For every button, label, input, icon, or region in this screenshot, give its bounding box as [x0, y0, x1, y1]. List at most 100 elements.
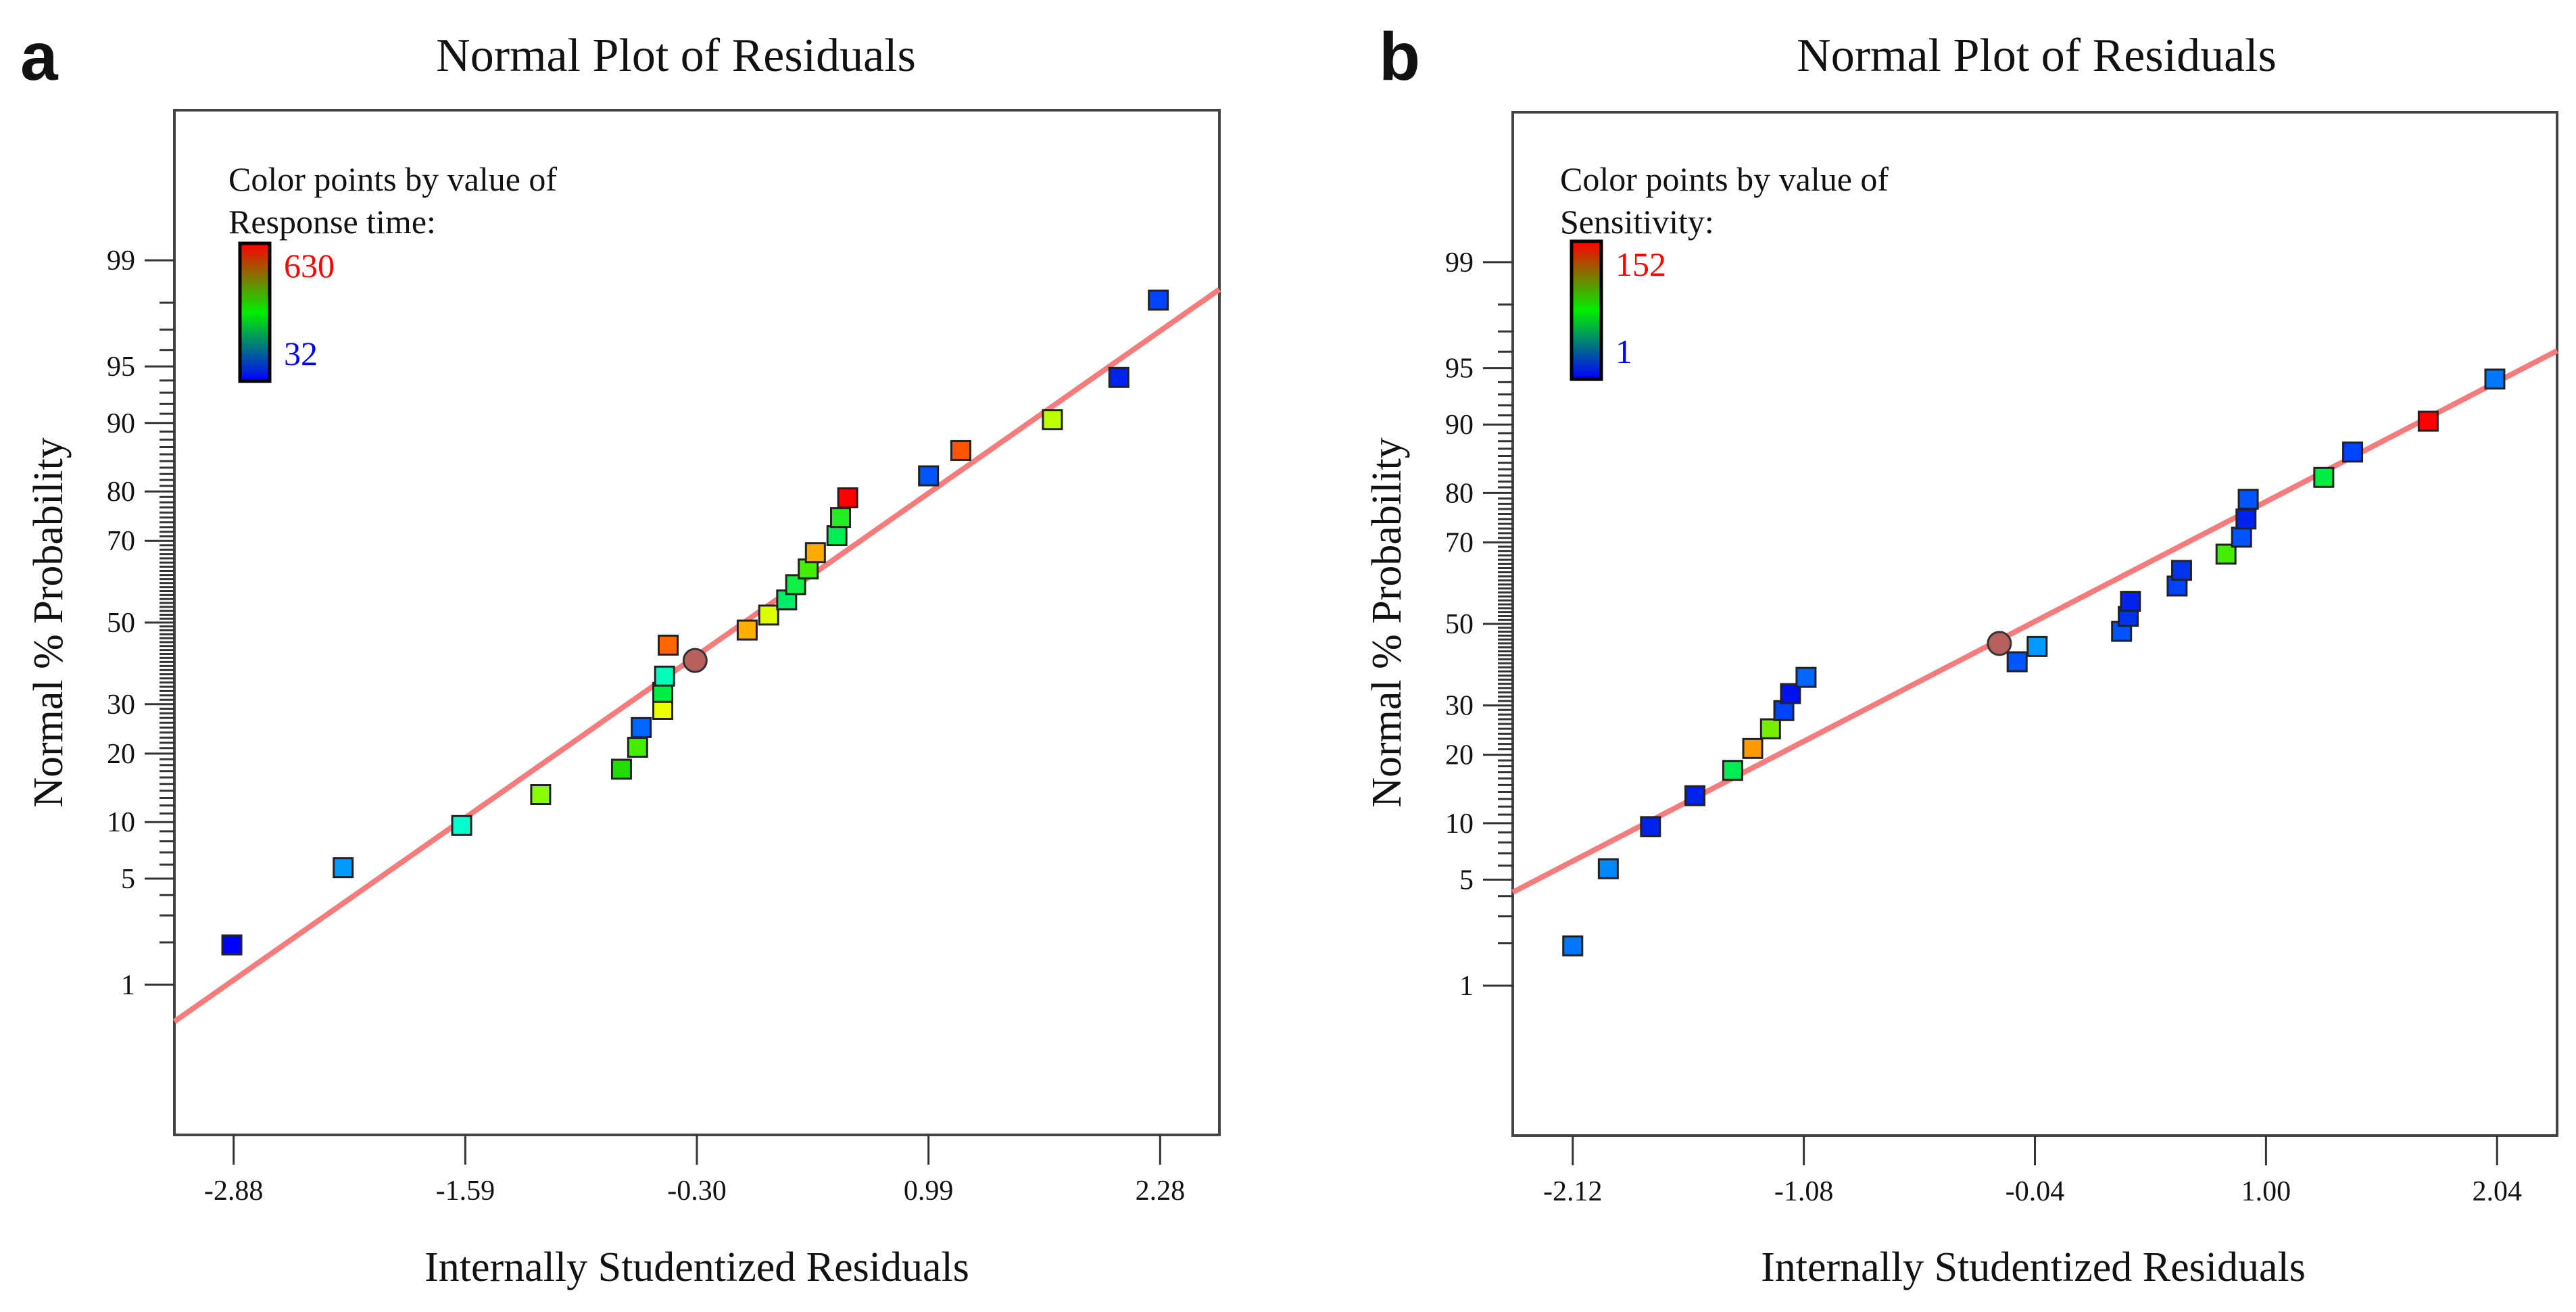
- data-point: [1148, 289, 1169, 311]
- chart-title: Normal Plot of Residuals: [436, 30, 916, 82]
- data-point: [627, 737, 648, 758]
- x-tick-label: 0.99: [904, 1175, 954, 1207]
- data-point: [652, 698, 674, 720]
- data-point: [657, 634, 679, 656]
- y-tick-label: 30: [1445, 691, 1474, 722]
- x-tick-label: -1.59: [436, 1175, 495, 1207]
- data-point: [2215, 543, 2237, 565]
- x-axis-label: Internally Studentized Residuals: [424, 1244, 969, 1290]
- y-tick-label: 30: [107, 689, 135, 721]
- y-tick-label: 80: [107, 477, 135, 508]
- x-tick-label: -2.88: [204, 1175, 264, 1207]
- y-tick-label: 1: [121, 970, 135, 1001]
- y-tick-label: 90: [107, 408, 135, 439]
- data-point: [2237, 489, 2259, 510]
- y-axis-label: Normal % Probability: [1364, 437, 1410, 808]
- x-tick-label: -0.04: [2006, 1176, 2065, 1207]
- fit-line: [1511, 348, 2558, 895]
- legend-title-line2: Response time:: [228, 203, 436, 241]
- data-point: [2026, 635, 2048, 657]
- data-point: [1108, 366, 1129, 388]
- data-point: [1759, 718, 1781, 739]
- y-tick-label: 50: [1445, 609, 1474, 640]
- legend-title-line2: Sensitivity:: [1560, 203, 1714, 241]
- data-point: [1562, 935, 1584, 956]
- y-axis-label: Normal % Probability: [26, 437, 72, 808]
- data-point: [2417, 410, 2439, 432]
- data-point-circle: [1987, 631, 2012, 656]
- y-tick-label: 20: [1445, 740, 1474, 771]
- data-point: [1684, 785, 1706, 806]
- panel-b: b Normal Plot of Residuals Normal % Prob…: [1364, 19, 2558, 1290]
- data-point: [2006, 651, 2028, 673]
- x-tick-label: 2.04: [2472, 1176, 2522, 1207]
- data-point: [837, 487, 858, 508]
- colorbar-max-label: 152: [1615, 245, 1666, 283]
- legend-title-line1: Color points by value of: [1560, 160, 1889, 198]
- x-tick-label: 2.28: [1136, 1175, 1186, 1207]
- y-tick-label: 99: [1445, 247, 1474, 278]
- legend: Color points by value of Sensitivity: 15…: [1560, 160, 1889, 381]
- data-point: [2342, 441, 2364, 463]
- data-point: [1640, 816, 1661, 837]
- colorbar-min-label: 1: [1615, 333, 1632, 370]
- data-point: [758, 604, 779, 626]
- data-point: [804, 542, 826, 564]
- data-point: [2313, 466, 2335, 488]
- data-point-circle: [682, 648, 708, 673]
- colorbar: [1570, 239, 1603, 381]
- data-point: [1597, 858, 1619, 879]
- panel-label: b: [1379, 19, 1420, 95]
- data-point: [918, 465, 940, 487]
- colorbar: [238, 241, 272, 383]
- y-tick-label: 50: [107, 608, 135, 639]
- y-tick-label: 5: [1459, 865, 1474, 896]
- legend: Color points by value of Response time: …: [228, 160, 557, 383]
- y-tick-label: 95: [107, 351, 135, 383]
- data-point: [1722, 760, 1743, 781]
- data-point: [1742, 737, 1764, 759]
- data-point: [333, 857, 354, 879]
- data-point: [736, 619, 758, 641]
- data-point: [1773, 700, 1795, 721]
- x-tick-label: -0.30: [667, 1175, 727, 1207]
- x-axis-label: Internally Studentized Residuals: [1761, 1244, 2306, 1290]
- data-point: [2235, 508, 2257, 530]
- data-point: [2170, 560, 2192, 581]
- colorbar-min-label: 32: [284, 335, 318, 372]
- y-tick-label: 80: [1445, 478, 1474, 509]
- y-tick-label: 20: [107, 739, 135, 770]
- data-point: [1042, 409, 1063, 431]
- data-point: [631, 716, 652, 738]
- y-tick-label: 99: [107, 245, 135, 276]
- x-tick-label: 1.00: [2241, 1176, 2291, 1207]
- data-point: [2120, 591, 2141, 612]
- y-tick-label: 5: [121, 864, 135, 895]
- legend-title-line1: Color points by value of: [228, 160, 557, 198]
- plot-area: 1 5 10 20 30 50 70 80 90 95 99 -2.12 -1.08 -0.04 1.00 2…: [1445, 111, 2558, 1207]
- plot-area: 1 5 10 20 30 50 70 80 90 95 99 -2.88 -1.59 -0.30 0.99 2…: [107, 109, 1221, 1207]
- data-point: [1795, 666, 1817, 688]
- y-tick-label: 1: [1459, 971, 1474, 1002]
- y-tick-label: 70: [107, 526, 135, 557]
- data-point: [1780, 683, 1801, 704]
- data-point: [830, 507, 852, 529]
- y-tick-label: 90: [1445, 410, 1474, 441]
- panel-a: a Normal Plot of Residuals Normal % Prob…: [20, 19, 1221, 1290]
- data-point: [826, 525, 848, 547]
- data-point: [2484, 368, 2506, 390]
- x-tick-label: -2.12: [1543, 1176, 1603, 1207]
- data-point: [610, 758, 632, 780]
- y-tick-label: 10: [107, 807, 135, 838]
- data-point: [221, 934, 243, 956]
- y-tick-label: 70: [1445, 527, 1474, 558]
- data-point: [530, 784, 552, 806]
- data-point: [451, 815, 472, 836]
- y-tick-label: 10: [1445, 808, 1474, 840]
- data-point: [654, 665, 675, 687]
- data-point: [2231, 527, 2252, 548]
- x-tick-label: -1.08: [1774, 1176, 1834, 1207]
- colorbar-max-label: 630: [284, 247, 335, 285]
- y-tick-label: 95: [1445, 354, 1474, 385]
